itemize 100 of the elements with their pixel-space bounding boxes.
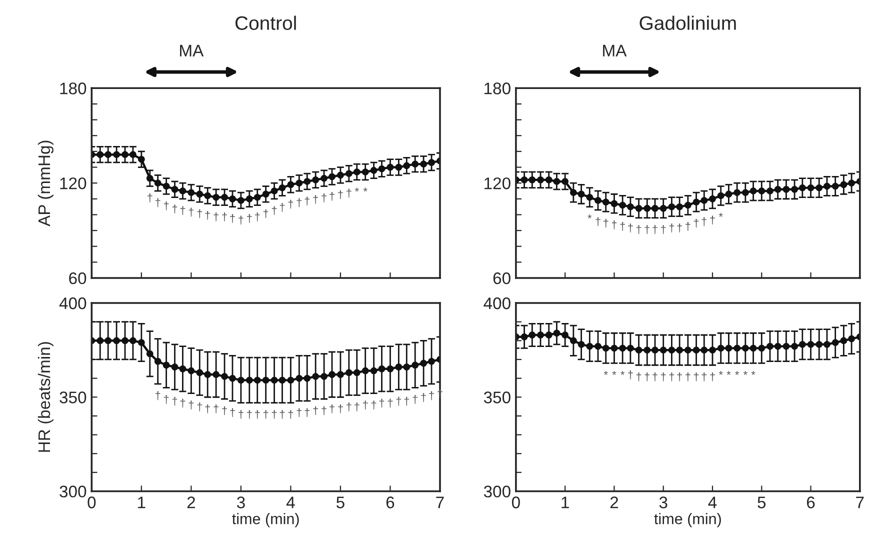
- point: [545, 176, 552, 184]
- point: [734, 189, 741, 196]
- annotation: †: [710, 372, 715, 382]
- annotation: †: [222, 406, 227, 416]
- point: [412, 362, 419, 369]
- annotation: †: [330, 192, 334, 201]
- point: [129, 337, 136, 344]
- y-tick-label: 300: [60, 486, 86, 498]
- annotation: †: [636, 372, 642, 382]
- point: [537, 332, 544, 338]
- point: [619, 202, 626, 209]
- annotation: †: [247, 214, 252, 223]
- x-tick-label: 7: [436, 496, 444, 508]
- annotation: †: [354, 402, 360, 412]
- annotation: †: [205, 404, 210, 414]
- annotation: †: [263, 209, 268, 218]
- y-tick-label: 60: [493, 272, 510, 284]
- point: [296, 374, 303, 382]
- annotation: †: [272, 410, 277, 419]
- annotation: †: [363, 400, 368, 410]
- text: MA: [603, 44, 627, 56]
- annotation: †: [652, 372, 658, 382]
- x-axis-title: time (min): [232, 513, 299, 528]
- annotation: †: [172, 396, 178, 406]
- annotation: *: [620, 370, 625, 375]
- point: [270, 376, 278, 384]
- point: [537, 176, 544, 184]
- annotation: †: [280, 203, 285, 212]
- point: [154, 180, 162, 187]
- point: [420, 160, 428, 168]
- annotation: *: [604, 370, 608, 375]
- y-tick-label: 400: [484, 297, 510, 310]
- point: [717, 192, 724, 200]
- point: [766, 342, 774, 350]
- x-tick-label: 3: [659, 496, 668, 508]
- annotation: †: [686, 222, 690, 231]
- annotation: †: [263, 410, 268, 419]
- text: MA: [180, 44, 204, 56]
- point: [725, 344, 732, 352]
- annotation: †: [296, 198, 302, 208]
- annotation: †: [346, 402, 352, 412]
- point: [717, 344, 724, 352]
- point: [700, 346, 708, 354]
- point: [782, 186, 790, 193]
- annotation: †: [313, 406, 318, 416]
- y-tick-label: 350: [484, 392, 510, 404]
- point: [287, 181, 294, 188]
- point: [832, 339, 839, 346]
- point: [676, 203, 684, 210]
- point: [378, 165, 386, 172]
- point: [520, 176, 528, 184]
- annotation: *: [751, 370, 756, 375]
- point: [782, 342, 790, 350]
- point: [129, 151, 136, 158]
- annotation: †: [222, 212, 227, 222]
- point: [395, 364, 402, 370]
- annotation: †: [702, 217, 706, 226]
- annotation: †: [636, 225, 642, 234]
- point: [816, 184, 823, 192]
- annotation: †: [288, 200, 294, 209]
- point: [758, 187, 766, 194]
- point: [840, 181, 848, 188]
- annotation: †: [612, 220, 617, 230]
- point: [553, 330, 560, 337]
- point: [635, 204, 642, 212]
- annotation: †: [686, 372, 690, 382]
- point: [246, 195, 253, 202]
- point: [171, 186, 178, 193]
- annotation: †: [313, 195, 318, 204]
- point: [692, 198, 700, 206]
- annotation: †: [272, 206, 277, 215]
- point: [304, 178, 311, 185]
- point: [212, 194, 220, 201]
- point: [700, 196, 708, 204]
- point: [644, 204, 651, 212]
- x-tick-label: 7: [856, 496, 864, 508]
- point: [196, 190, 204, 198]
- annotation: †: [296, 408, 302, 418]
- annotation: †: [214, 404, 218, 414]
- annotation: †: [304, 408, 310, 418]
- point: [237, 376, 244, 384]
- point: [824, 340, 830, 348]
- point: [668, 346, 676, 354]
- annotation: †: [644, 225, 650, 234]
- point: [692, 346, 700, 354]
- point: [378, 365, 386, 372]
- point: [122, 151, 128, 158]
- point: [138, 156, 145, 163]
- point: [204, 371, 212, 378]
- point: [395, 164, 402, 171]
- annotation: *: [612, 370, 616, 375]
- annotation: †: [338, 190, 343, 200]
- point: [848, 335, 856, 342]
- annotation: †: [596, 217, 600, 226]
- point: [594, 342, 602, 350]
- point: [798, 340, 806, 348]
- point: [725, 190, 732, 198]
- annotation: †: [255, 212, 260, 222]
- point: [362, 367, 369, 374]
- point: [578, 340, 585, 348]
